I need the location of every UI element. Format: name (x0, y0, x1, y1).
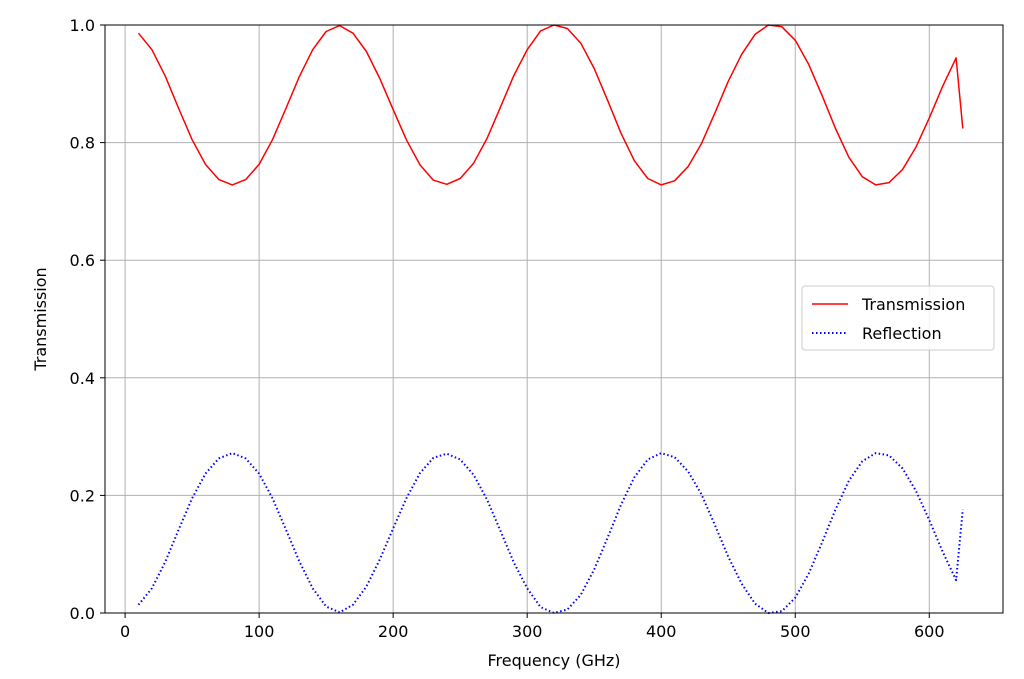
y-tick-label: 0.4 (70, 369, 95, 388)
legend-label: Transmission (861, 295, 965, 314)
series-line-transmission (137, 24, 964, 186)
y-axis-title: Transmission (31, 267, 50, 371)
y-tick-label: 0.0 (70, 604, 95, 623)
x-tick-label: 500 (780, 622, 811, 641)
legend: Transmission Reflection (801, 285, 995, 351)
y-tick-label: 0.6 (70, 251, 95, 270)
legend-label: Reflection (862, 324, 942, 343)
y-tick-label: 1.0 (70, 16, 95, 35)
y-tick-label: 0.2 (70, 486, 95, 505)
x-tick-label: 200 (378, 622, 409, 641)
series-line-reflection (137, 452, 964, 614)
x-tick-label: 100 (244, 622, 275, 641)
y-tick-label: 0.8 (70, 134, 95, 153)
legend-box (801, 285, 995, 351)
plot-frame (104, 24, 1004, 614)
x-tick-label: 600 (914, 622, 945, 641)
x-tick-label: 300 (512, 622, 543, 641)
x-axis: 0 100 200 300 400 500 600 (120, 613, 945, 641)
x-tick-label: 0 (120, 622, 130, 641)
y-axis: 0.0 0.2 0.4 0.6 0.8 1.0 (70, 16, 105, 623)
x-tick-label: 400 (646, 622, 677, 641)
x-axis-title: Frequency (GHz) (487, 651, 620, 670)
